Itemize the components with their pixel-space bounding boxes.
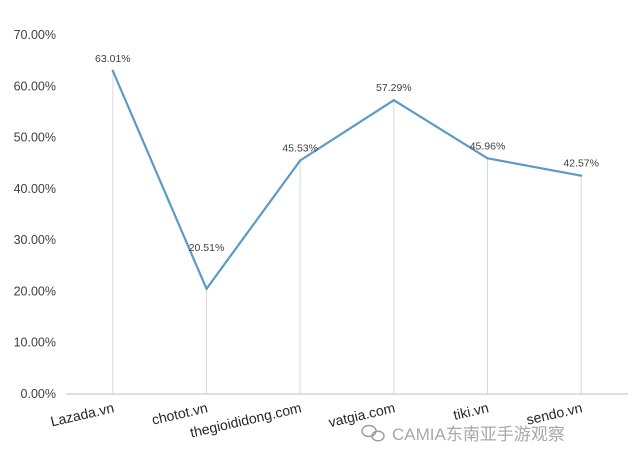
data-label: 20.51% — [189, 242, 225, 254]
y-tick-label: 20.00% — [14, 284, 56, 298]
data-label: 45.53% — [282, 142, 318, 154]
data-point — [298, 159, 302, 162]
y-tick-label: 60.00% — [14, 79, 56, 93]
watermark-text: CAMIA东南亚手游观察 — [392, 425, 565, 444]
series-polyline — [111, 70, 582, 290]
y-tick-label: 50.00% — [14, 131, 56, 145]
x-tick-label: vatgia.com — [327, 399, 397, 430]
wechat-icon — [361, 424, 385, 442]
data-point — [392, 98, 396, 102]
data-point — [579, 174, 583, 177]
y-tick-label: 70.00% — [14, 28, 56, 42]
x-tick-label: Lazada.vn — [49, 399, 116, 429]
data-point — [205, 287, 208, 291]
x-tick-label: sendo.vn — [525, 399, 584, 427]
y-tick-label: 0.00% — [21, 387, 56, 401]
y-tick-label: 10.00% — [14, 336, 56, 350]
data-label: 45.96% — [470, 140, 506, 152]
y-axis-ticks: 0.00% 10.00% 20.00% 30.00% 40.00% 50.00% 60.00… — [14, 28, 56, 401]
data-point — [486, 157, 489, 160]
data-point — [111, 69, 115, 73]
x-tick-label: tiki.vn — [452, 399, 490, 423]
drop-lines — [112, 70, 582, 394]
data-labels: 63.01% 20.51% 45.53% 57.29% 45.96% 42.57% — [95, 53, 599, 254]
watermark: CAMIA东南亚手游观察 — [361, 424, 565, 444]
y-tick-label: 30.00% — [14, 233, 56, 247]
series-line — [111, 69, 583, 291]
data-label: 63.01% — [95, 53, 131, 65]
y-tick-label: 40.00% — [14, 182, 56, 196]
data-label: 57.29% — [376, 82, 412, 94]
data-label: 42.57% — [563, 158, 599, 170]
